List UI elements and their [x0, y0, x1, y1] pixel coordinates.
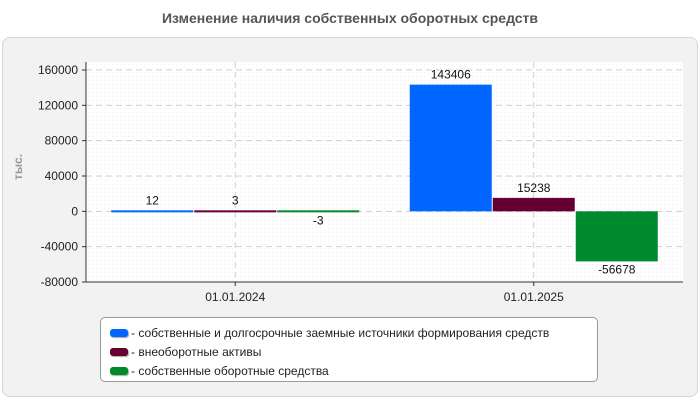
data-labels: 12 3 -3 143406 15238 -56678: [146, 68, 636, 277]
y-tick-label: 0: [71, 204, 78, 218]
y-tick-label: 40000: [45, 169, 79, 183]
legend-swatch: [110, 328, 128, 337]
tick-labels: 160000 120000 80000 40000 0 -40000 -80000 01.01…: [38, 63, 564, 304]
legend-item-noncurrent-assets: - внеоборотные активы: [110, 342, 597, 361]
data-label: -56678: [598, 262, 636, 276]
y-tick-label: 120000: [38, 98, 78, 112]
y-tick-label: 80000: [45, 134, 79, 148]
legend-swatch: [110, 366, 128, 375]
legend-label: - собственные оборотные средства: [131, 363, 329, 378]
legend-label: - собственные и долгосрочные заемные ист…: [131, 325, 550, 340]
data-label: 3: [232, 193, 239, 207]
data-label: 15238: [517, 181, 551, 195]
chart-title: Изменение наличия собственных оборотных …: [161, 10, 539, 26]
bar: [492, 197, 575, 212]
legend: - собственные и долгосрочные заемные ист…: [100, 317, 598, 382]
legend-label: - внеоборотные активы: [131, 344, 262, 359]
x-tick-label: 01.01.2024: [205, 290, 265, 304]
x-tick-label: 01.01.2025: [504, 290, 564, 304]
data-label: -3: [313, 213, 324, 227]
bars: [111, 84, 658, 262]
bar: [194, 210, 277, 213]
y-axis-label: тыс.: [11, 154, 25, 180]
data-label: 12: [146, 193, 160, 207]
bar: [111, 210, 194, 213]
y-tick-label: 160000: [38, 63, 78, 77]
data-label: 143406: [431, 68, 471, 82]
legend-item-sources: - собственные и долгосрочные заемные ист…: [110, 323, 597, 342]
legend-item-working-capital: - собственные оборотные средства: [110, 361, 597, 380]
bar: [575, 211, 658, 262]
bar: [409, 84, 492, 212]
y-tick-label: -80000: [41, 275, 79, 289]
gridlines: [86, 62, 683, 283]
legend-swatch: [110, 347, 128, 356]
bar: [277, 210, 360, 213]
axes: [82, 62, 683, 286]
y-tick-label: -40000: [41, 240, 79, 254]
